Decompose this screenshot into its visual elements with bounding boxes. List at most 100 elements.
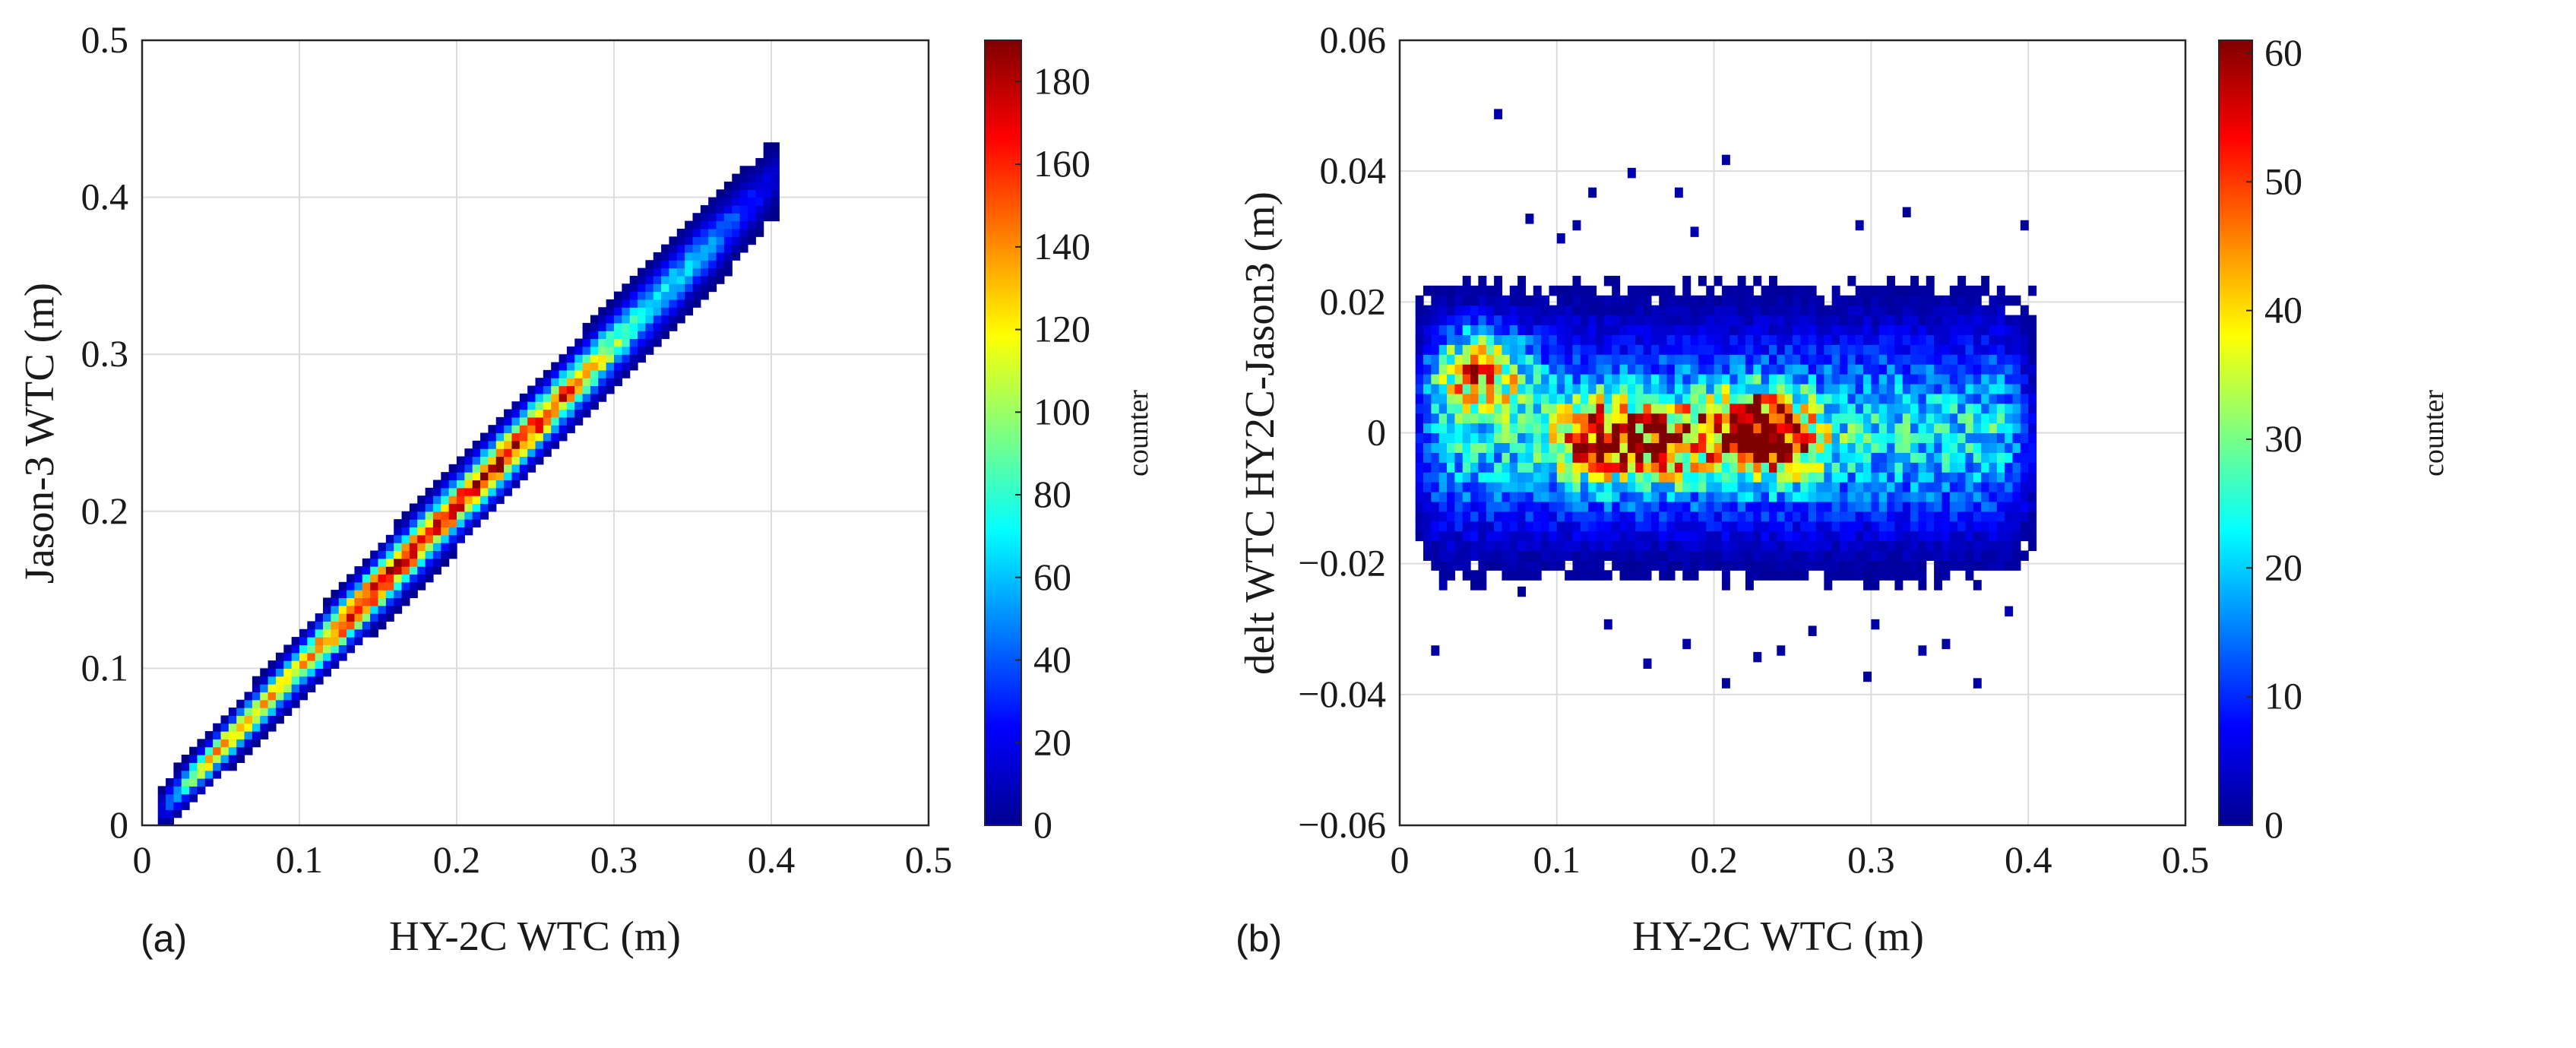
heatmap-cell <box>1572 364 1581 375</box>
heatmap-cell <box>432 527 441 536</box>
heatmap-cell <box>1816 295 1824 306</box>
heatmap-cell <box>1533 285 1542 296</box>
heatmap-cell <box>480 503 489 512</box>
heatmap-cell <box>1478 442 1487 453</box>
heatmap-cell <box>1918 325 1927 335</box>
heatmap-cell <box>1768 472 1777 483</box>
heatmap-cell <box>747 181 756 190</box>
heatmap-cell <box>519 448 528 458</box>
heatmap-cell <box>236 715 245 724</box>
heatmap-cell <box>1635 354 1644 365</box>
heatmap-cell <box>1659 344 1668 355</box>
heatmap-cell <box>1572 275 1581 287</box>
heatmap-cell <box>598 385 607 394</box>
heatmap-cell <box>1580 550 1589 561</box>
heatmap-cell <box>1612 295 1621 306</box>
heatmap-cell <box>1768 491 1777 502</box>
heatmap-cell <box>1934 521 1943 532</box>
heatmap-cell <box>1816 334 1824 345</box>
heatmap-cell <box>1580 432 1589 444</box>
heatmap-cell <box>1462 521 1471 532</box>
heatmap-cell <box>1965 374 1974 385</box>
heatmap-cell <box>1502 295 1511 306</box>
heatmap-cell <box>1478 393 1487 404</box>
heatmap-cell <box>417 503 426 512</box>
heatmap-cell <box>448 543 457 552</box>
heatmap-cell <box>504 416 513 426</box>
heatmap-cell <box>315 668 324 677</box>
heatmap-cell <box>1996 315 2005 326</box>
colorbar-tick-label: 50 <box>2264 160 2302 202</box>
heatmap-cell <box>1643 364 1652 375</box>
heatmap-cell <box>1847 393 1856 404</box>
heatmap-cell <box>283 684 293 692</box>
heatmap-cell <box>1612 364 1621 375</box>
heatmap-cell <box>1447 344 1455 355</box>
heatmap-cell <box>1580 472 1589 483</box>
heatmap-cell <box>614 291 622 300</box>
heatmap-cell <box>1447 560 1455 571</box>
heatmap-cell <box>1902 423 1911 434</box>
heatmap-cell <box>432 550 441 559</box>
heatmap-cell <box>1431 521 1440 532</box>
heatmap-cell <box>1627 472 1636 483</box>
heatmap-cell <box>1643 295 1652 306</box>
heatmap-cell <box>1934 325 1943 335</box>
heatmap-cell <box>1556 413 1565 424</box>
heatmap-cell <box>480 480 489 489</box>
heatmap-cell <box>1454 393 1464 404</box>
heatmap-cell <box>1596 491 1605 502</box>
heatmap-cell <box>299 684 308 692</box>
heatmap-cell <box>1517 393 1527 404</box>
heatmap-cell <box>1690 472 1699 483</box>
heatmap-cell <box>732 236 741 245</box>
heatmap-cell <box>645 268 654 277</box>
heatmap-cell <box>1619 354 1628 365</box>
heatmap-cell <box>1729 403 1739 414</box>
heatmap-cell <box>464 527 473 536</box>
heatmap-cell <box>1698 472 1707 483</box>
heatmap-cell <box>1494 334 1503 345</box>
heatmap-cell <box>1721 305 1730 316</box>
heatmap-cell <box>1863 560 1872 571</box>
heatmap-cell <box>495 425 505 434</box>
heatmap-cell <box>1996 462 2005 473</box>
heatmap-cell <box>1423 364 1432 375</box>
heatmap-cell <box>1910 570 1919 581</box>
heatmap-cell <box>1659 413 1668 424</box>
heatmap-cell <box>1423 423 1432 434</box>
heatmap-cell <box>1659 570 1668 581</box>
heatmap-cell <box>1957 521 1967 532</box>
heatmap-cell <box>1612 334 1621 345</box>
heatmap-cell <box>1525 442 1534 453</box>
heatmap-cell <box>629 338 638 347</box>
heatmap-cell <box>1996 393 2005 404</box>
heatmap-cell <box>1816 452 1824 463</box>
heatmap-cell <box>1470 501 1479 512</box>
heatmap-cell <box>1690 511 1699 522</box>
heatmap-cell <box>1847 364 1856 375</box>
heatmap-cell <box>1517 570 1527 581</box>
heatmap-cell <box>1902 540 1911 552</box>
y-tick-label: 0.3 <box>81 332 129 375</box>
heatmap-cell <box>2028 315 2037 326</box>
heatmap-cell <box>2020 442 2029 453</box>
heatmap-cell <box>1965 393 1974 404</box>
heatmap-cell <box>1541 501 1550 512</box>
heatmap-cell <box>1800 364 1809 375</box>
heatmap-cell <box>1454 364 1464 375</box>
heatmap-cell <box>1910 432 1919 444</box>
heatmap-cell <box>1541 511 1550 522</box>
heatmap-cell <box>488 487 497 496</box>
heatmap-cell <box>1855 511 1864 522</box>
heatmap-cell <box>1596 482 1605 492</box>
heatmap-cell <box>480 511 489 520</box>
heatmap-cell <box>1737 511 1746 522</box>
heatmap-cell <box>1470 285 1479 296</box>
heatmap-cell <box>747 220 756 230</box>
heatmap-cell <box>1855 550 1864 561</box>
heatmap-cell <box>1486 423 1495 434</box>
heatmap-cell <box>723 189 733 198</box>
heatmap-cell <box>1871 393 1880 404</box>
heatmap-cell <box>1761 344 1770 355</box>
